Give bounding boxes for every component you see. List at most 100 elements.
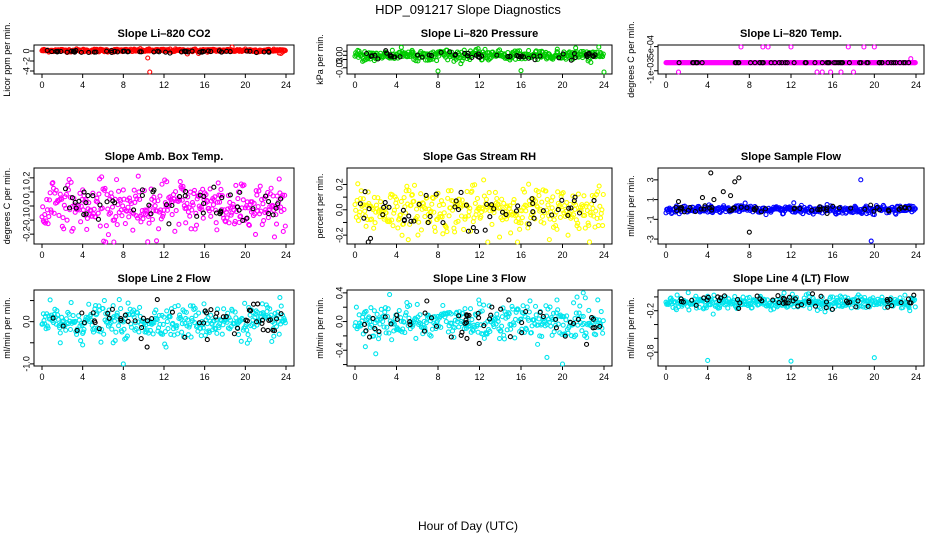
data-point <box>494 195 500 202</box>
data-point <box>271 333 277 339</box>
reference-point <box>86 49 92 55</box>
data-point <box>537 333 543 339</box>
data-point <box>486 303 492 309</box>
reference-point <box>562 333 568 339</box>
reference-point <box>829 306 836 312</box>
data-point <box>188 334 194 340</box>
data-point <box>582 225 588 231</box>
panel-title: Slope Sample Flow <box>741 151 842 163</box>
data-point <box>494 315 501 321</box>
data-point <box>591 213 597 219</box>
data-point <box>481 335 487 341</box>
data-point <box>476 301 483 307</box>
reference-point <box>498 306 504 312</box>
x-tick-label: 20 <box>240 250 250 260</box>
data-point <box>577 303 583 309</box>
data-point <box>423 320 429 326</box>
reference-point <box>465 228 471 234</box>
reference-point <box>254 319 260 325</box>
data-point <box>463 214 469 220</box>
data-point <box>170 320 176 327</box>
reference-point <box>148 211 154 217</box>
reference-point <box>244 215 250 221</box>
reference-point <box>218 49 224 55</box>
x-tick-label: 8 <box>435 372 440 382</box>
reference-point <box>879 60 885 66</box>
x-tick-label: 24 <box>281 80 291 90</box>
reference-point <box>237 189 243 195</box>
reference-point <box>858 60 864 66</box>
reference-point <box>591 197 597 204</box>
reference-point <box>823 299 830 305</box>
reference-point <box>208 307 214 313</box>
reference-point <box>809 207 815 213</box>
data-point <box>65 182 71 188</box>
outlier-point <box>912 60 918 66</box>
reference-point <box>414 52 421 58</box>
data-point <box>356 212 362 218</box>
x-tick-label: 24 <box>599 250 609 260</box>
reference-point <box>831 60 837 66</box>
reference-point <box>137 49 143 55</box>
data-point <box>472 200 478 206</box>
data-point <box>387 292 393 298</box>
reference-point <box>812 303 819 309</box>
data-point <box>371 308 377 314</box>
data-point <box>449 207 456 213</box>
reference-point <box>864 60 870 66</box>
y-tick-label: -2 <box>21 57 31 65</box>
data-point <box>413 335 419 341</box>
outlier-point <box>147 69 153 75</box>
data-point <box>535 341 541 347</box>
reference-point <box>499 209 506 215</box>
reference-point <box>201 194 207 200</box>
data-point <box>732 293 738 300</box>
y-tick-label: 0.0 <box>334 204 344 217</box>
data-point <box>265 215 271 221</box>
data-point <box>399 232 405 238</box>
outlier-point <box>746 229 752 235</box>
reference-point <box>74 327 80 333</box>
reference-point <box>81 320 87 326</box>
data-point <box>246 222 252 228</box>
x-axis-label: Hour of Day (UTC) <box>418 519 518 533</box>
reference-point <box>447 49 453 55</box>
data-point <box>554 297 560 303</box>
data-point <box>514 239 521 245</box>
data-point <box>574 294 580 300</box>
reference-point <box>906 205 912 211</box>
data-point <box>386 330 392 336</box>
reference-point <box>482 227 488 233</box>
data-point <box>177 179 183 185</box>
data-point <box>565 330 571 336</box>
data-point <box>124 333 130 339</box>
reference-point <box>104 199 110 205</box>
reference-point <box>475 51 481 57</box>
data-point <box>236 219 242 226</box>
reference-point <box>50 315 56 321</box>
reference-point <box>366 206 372 212</box>
data-point <box>555 307 561 313</box>
data-point <box>532 303 539 309</box>
outlier-point <box>871 355 877 361</box>
data-point <box>369 322 375 328</box>
data-point <box>595 222 602 229</box>
reference-point <box>79 310 85 316</box>
data-point <box>685 290 691 296</box>
data-point <box>378 199 384 205</box>
data-point <box>63 327 69 333</box>
reference-point <box>790 298 796 304</box>
x-tick-label: 4 <box>80 80 85 90</box>
y-tick-label: 0.0 <box>21 315 31 328</box>
data-point <box>415 232 421 238</box>
reference-point <box>597 323 603 330</box>
data-point <box>580 313 586 319</box>
reference-point <box>489 304 495 310</box>
data-point <box>443 318 449 325</box>
data-point <box>175 303 181 309</box>
data-point <box>263 302 269 308</box>
data-point <box>157 321 163 327</box>
data-point <box>560 322 566 328</box>
data-point <box>214 330 220 336</box>
data-point <box>166 203 172 209</box>
